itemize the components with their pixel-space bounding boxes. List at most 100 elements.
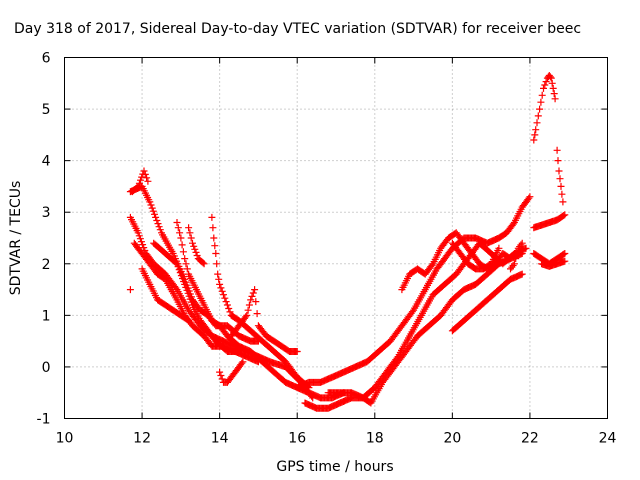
data-point-t9 xyxy=(245,301,253,309)
data-point-t4 xyxy=(179,275,186,282)
data-point-t6 xyxy=(225,305,233,312)
data-point-t4 xyxy=(174,263,182,271)
data-point-t1 xyxy=(147,201,155,209)
data-point-t1 xyxy=(155,223,163,231)
x-tick-label: 24 xyxy=(599,431,617,447)
data-point-t8 xyxy=(184,316,191,324)
data-point-t16 xyxy=(495,244,503,252)
data-point-t1b xyxy=(138,173,146,181)
data-point-t2 xyxy=(134,229,142,237)
data-point-t7 xyxy=(200,260,208,268)
data-point-t10 xyxy=(217,372,225,379)
data-point-t5 xyxy=(176,229,184,237)
data-point-t18 xyxy=(547,74,555,82)
data-point-t14 xyxy=(505,254,513,262)
y-tick-label: 3 xyxy=(42,205,51,221)
data-point-t9 xyxy=(243,311,251,319)
data-point-t6 xyxy=(208,213,216,221)
data-point-t4 xyxy=(176,269,184,277)
data-point-t4 xyxy=(172,259,180,267)
data-point-t17 xyxy=(509,262,517,269)
data-point-t6 xyxy=(215,275,223,283)
data-point-t9 xyxy=(293,348,301,355)
x-tick-label: 20 xyxy=(443,431,461,447)
data-point-t7 xyxy=(192,248,200,256)
data-point-t4 xyxy=(186,295,194,303)
data-point-t9 xyxy=(247,296,255,304)
data-point-t22 xyxy=(561,257,569,265)
data-point-t19 xyxy=(557,182,565,190)
data-point-t19 xyxy=(554,157,562,165)
y-tick-label: -1 xyxy=(37,412,51,428)
x-axis-ticks: 10 12 14 16 18 20 22 24 xyxy=(56,57,617,447)
data-point-t11 xyxy=(509,220,517,228)
data-point-t9 xyxy=(248,292,256,300)
data-point-t18 xyxy=(541,81,549,89)
x-tick-label: 10 xyxy=(56,431,74,447)
data-point-t7 xyxy=(199,259,207,267)
data-point-t1b xyxy=(140,167,148,175)
data-point-t5 xyxy=(183,265,191,273)
plot-frame xyxy=(64,57,608,419)
data-point-t6 xyxy=(209,224,217,232)
data-point-t6 xyxy=(218,287,226,295)
data-point-t6 xyxy=(210,234,218,242)
data-point-t9 xyxy=(253,310,261,318)
data-point-t1b xyxy=(137,176,144,184)
data-point-t6 xyxy=(211,242,219,250)
data-point-t1b xyxy=(141,170,149,178)
x-tick-label: 16 xyxy=(288,431,306,447)
data-point-t19 xyxy=(559,198,567,206)
y-tick-label: 4 xyxy=(42,154,51,170)
data-point-t18 xyxy=(549,84,557,92)
data-point-t7 xyxy=(187,234,195,242)
y-axis-ticks: -1 0 1 2 3 4 5 6 xyxy=(37,51,608,428)
data-point-t5 xyxy=(173,219,181,226)
data-point-t18 xyxy=(546,73,554,81)
data-point-t1 xyxy=(152,213,160,221)
data-point-t1 xyxy=(154,220,162,228)
data-point-t18 xyxy=(534,112,542,120)
chart-grid xyxy=(64,57,608,419)
data-point-t17 xyxy=(518,239,526,247)
data-point-t19 xyxy=(556,175,564,183)
data-point-t6 xyxy=(212,250,220,257)
data-point-t9 xyxy=(252,298,260,306)
data-point-t6 xyxy=(217,284,225,292)
data-point-t1b xyxy=(144,177,152,185)
data-point-t1b xyxy=(143,174,151,182)
data-point-t20 xyxy=(561,211,569,219)
data-point-t18 xyxy=(530,136,538,144)
data-point-t1b xyxy=(134,182,142,190)
data-point-t21 xyxy=(561,250,569,257)
data-points xyxy=(126,72,569,412)
data-point-t18 xyxy=(537,98,545,106)
data-point-t17 xyxy=(512,255,520,263)
data-point-t15 xyxy=(518,270,526,278)
data-point-t5 xyxy=(179,248,187,256)
chart-title: Day 318 of 2017, Sidereal Day-to-day VTE… xyxy=(14,21,581,37)
data-point-t6 xyxy=(226,308,234,316)
data-point-t17 xyxy=(513,250,521,257)
data-point-t10 xyxy=(239,358,247,366)
y-axis-label: SDTVAR / TECUs xyxy=(8,181,24,296)
data-point-t7 xyxy=(193,252,201,259)
y-tick-label: 6 xyxy=(42,51,51,67)
data-point-t10 xyxy=(216,368,224,376)
data-point-t8 xyxy=(185,317,193,324)
data-point-t18 xyxy=(548,79,556,87)
data-point-t18 xyxy=(551,95,559,103)
data-point-stray xyxy=(126,286,134,294)
data-point-t18 xyxy=(532,126,540,134)
data-point-t1 xyxy=(151,210,158,218)
data-point-t7 xyxy=(191,245,199,253)
data-point-t19 xyxy=(553,146,561,154)
data-point-t18 xyxy=(550,90,558,98)
data-point-t18 xyxy=(540,84,547,92)
data-point-t6 xyxy=(216,280,224,288)
data-point-t11 xyxy=(525,194,533,202)
data-point-t14 xyxy=(428,261,436,269)
x-axis-label: GPS time / hours xyxy=(276,459,393,475)
data-point-t5 xyxy=(178,241,186,249)
y-tick-label: 1 xyxy=(42,308,51,324)
